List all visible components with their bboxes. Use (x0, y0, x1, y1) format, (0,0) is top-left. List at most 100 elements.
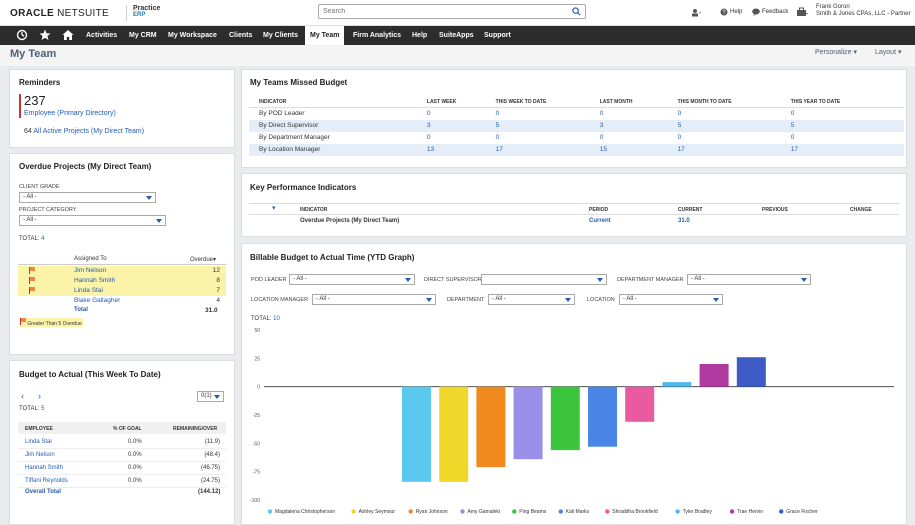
missed-budget-value[interactable]: 0 (495, 110, 500, 118)
project-category-select[interactable]: - All - (19, 215, 166, 226)
help-link[interactable]: ? Help (720, 8, 742, 16)
nav-clients[interactable]: Clients (229, 32, 253, 39)
col-remaining-over[interactable]: REMAINING/OVER (173, 426, 218, 432)
missed-budget-value[interactable]: 15 (599, 143, 678, 156)
missed-budget-value[interactable]: 0 (495, 134, 500, 141)
favorites-star-icon[interactable] (39, 29, 51, 43)
missed-budget-value[interactable]: 0 (677, 134, 682, 141)
missed-budget-col-header[interactable]: LAST MONTH (599, 97, 678, 108)
search-icon[interactable] (572, 7, 581, 18)
overdue-legend-label: Greater Than 5 Overdue (27, 321, 82, 327)
location-manager-select[interactable]: - All - (312, 294, 436, 305)
overdue-count: 4 (216, 297, 220, 304)
chart-bar[interactable] (439, 386, 469, 482)
pod-leader-value: - All - (293, 276, 307, 282)
nav-support[interactable]: Support (484, 32, 511, 39)
kpi-expand-chevron-icon[interactable]: ▾ (272, 205, 276, 212)
chart-bar[interactable] (625, 386, 655, 422)
missed-budget-value[interactable]: 5 (790, 119, 904, 132)
overdue-assignee[interactable]: Blake Gallagher (74, 297, 121, 304)
missed-budget-col-header[interactable]: INDICATOR (249, 97, 427, 108)
nav-firm-analytics[interactable]: Firm Analytics (353, 32, 401, 39)
missed-budget-value[interactable]: 0 (677, 110, 682, 118)
chart-bar[interactable] (699, 364, 729, 387)
missed-budget-value[interactable]: 0 (790, 110, 795, 118)
chart-bar[interactable] (736, 357, 766, 387)
missed-budget-value[interactable]: 0 (426, 110, 431, 118)
missed-budget-value[interactable]: 0 (790, 134, 795, 141)
chart-bar[interactable] (588, 386, 617, 447)
nav-my-clients[interactable]: My Clients (263, 32, 299, 39)
nav-suiteapps[interactable]: SuiteApps (439, 32, 474, 39)
reminder-count-label[interactable]: Employee (Primary Directory) (24, 110, 116, 117)
page-select[interactable]: 0(1) (197, 391, 224, 402)
overdue-assignee[interactable]: Linda Stai (74, 287, 103, 294)
missed-budget-value[interactable]: 0 (599, 134, 604, 141)
recent-icon[interactable] (16, 29, 28, 43)
missed-budget-col-header[interactable]: THIS MONTH TO DATE (677, 97, 791, 108)
col-overdue[interactable]: Overdue▾ (190, 256, 216, 263)
home-icon[interactable] (62, 29, 74, 43)
missed-budget-value[interactable]: 3 (599, 119, 678, 132)
global-search[interactable] (318, 4, 586, 19)
missed-budget-value[interactable]: 5 (677, 119, 791, 132)
direct-supervisor-label: DIRECT SUPERVISOR (424, 277, 482, 283)
budget-employee[interactable]: Hannah Smith (25, 465, 64, 471)
legend-swatch (779, 509, 784, 514)
col-employee[interactable]: EMPLOYEE (25, 426, 53, 432)
recent-records-icon[interactable] (691, 8, 701, 17)
user-role-icon[interactable] (796, 7, 808, 17)
user-menu[interactable]: Frank Goron Smith & Jones CPAs, LLC - Par… (816, 4, 911, 18)
layout-button[interactable]: Layout ▾ (875, 48, 902, 56)
col-pct-goal[interactable]: % OF GOAL (113, 426, 142, 432)
chart-bar[interactable] (662, 382, 692, 387)
location-select[interactable]: - All - (619, 294, 723, 305)
nav-my-crm[interactable]: My CRM (129, 32, 157, 39)
department-select[interactable]: - All - (488, 294, 575, 305)
active-projects-reminder[interactable]: 64 All Active Projects (My Direct Team) (24, 128, 144, 135)
oracle-netsuite-logo[interactable]: ORACLE NETSUITE (10, 8, 109, 19)
chart-bar[interactable] (402, 386, 431, 482)
chart-bar[interactable] (550, 386, 580, 451)
overdue-assignee[interactable]: Jim Nelson (74, 267, 107, 274)
next-page-icon[interactable]: › (38, 391, 41, 401)
missed-budget-col-header[interactable]: THIS WEEK TO DATE (495, 97, 600, 108)
reminder-count[interactable]: 237 (24, 93, 46, 108)
department-manager-select[interactable]: - All - (687, 274, 811, 285)
missed-budget-col-header[interactable]: LAST WEEK (426, 97, 496, 108)
missed-budget-value[interactable]: 13 (426, 143, 496, 156)
kpi-current[interactable]: 31.0 (678, 218, 690, 224)
y-tick-label: -75 (253, 470, 260, 476)
missed-budget-col-header[interactable]: THIS YEAR TO DATE (790, 97, 904, 108)
chart-bar[interactable] (476, 386, 506, 468)
active-projects-label[interactable]: All Active Projects (My Direct Team) (33, 128, 145, 135)
missed-budget-value[interactable]: 17 (790, 143, 904, 156)
overdue-row: Linda Stai 7 (18, 286, 226, 296)
reminders-panel (9, 69, 235, 148)
missed-budget-value[interactable]: 0 (599, 110, 604, 118)
prev-page-icon[interactable]: ‹ (21, 391, 24, 401)
missed-budget-value[interactable]: 17 (677, 143, 791, 156)
missed-budget-value[interactable]: 3 (426, 119, 496, 132)
kpi-period[interactable]: Current (589, 218, 611, 224)
direct-supervisor-select[interactable] (481, 274, 607, 285)
budget-employee[interactable]: Tiffani Reynolds (25, 478, 68, 484)
nav-my-workspace[interactable]: My Workspace (168, 32, 217, 39)
col-assigned-to[interactable]: Assigned To (74, 256, 107, 262)
nav-my-team[interactable]: My Team (305, 26, 345, 45)
personalize-button[interactable]: Personalize ▾ (815, 48, 857, 56)
missed-budget-value[interactable]: 5 (495, 119, 600, 132)
missed-budget-value[interactable]: 17 (495, 143, 600, 156)
search-input[interactable] (319, 5, 559, 18)
chart-bar[interactable] (513, 386, 543, 460)
missed-budget-value[interactable]: 0 (426, 134, 431, 141)
nav-help[interactable]: Help (412, 32, 428, 39)
pod-leader-select[interactable]: - All - (289, 274, 415, 285)
nav-activities[interactable]: Activities (86, 32, 118, 39)
client-grade-select[interactable]: - All - (19, 192, 156, 203)
chevron-down-icon (146, 196, 152, 200)
budget-employee[interactable]: Linda Stai (25, 439, 52, 445)
budget-employee[interactable]: Jim Nelson (25, 452, 55, 458)
feedback-link[interactable]: Feedback (752, 8, 788, 16)
overdue-assignee[interactable]: Hannah Smith (74, 277, 116, 284)
